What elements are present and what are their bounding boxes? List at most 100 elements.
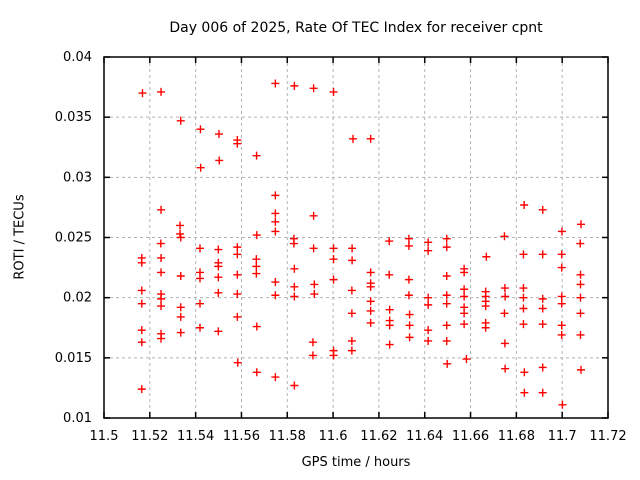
data-point-marker [347, 346, 356, 355]
data-point-marker [195, 274, 204, 283]
x-tick-label: 11.68 [498, 429, 535, 444]
data-point-marker [176, 233, 185, 242]
data-point-marker [404, 275, 413, 284]
y-tick-label: 0.015 [55, 351, 92, 366]
data-point-marker [233, 312, 242, 321]
data-point-marker [424, 336, 433, 345]
data-point-marker [271, 217, 280, 226]
data-point-marker [252, 231, 261, 240]
data-point-marker [538, 294, 547, 303]
data-point-marker [519, 304, 528, 313]
data-point-marker [405, 321, 414, 330]
data-point-marker [215, 156, 224, 165]
data-point-marker [366, 306, 375, 315]
data-point-marker [405, 333, 414, 342]
data-point-marker [576, 365, 585, 374]
data-point-marker [576, 309, 585, 318]
y-tick-label: 0.035 [55, 110, 92, 125]
data-point-marker [271, 191, 280, 200]
x-tick-label: 11.58 [269, 429, 306, 444]
data-point-marker [520, 201, 529, 210]
data-point-marker [404, 241, 413, 250]
data-point-marker [460, 320, 469, 329]
data-point-marker [271, 227, 280, 236]
data-point-marker [290, 292, 299, 301]
data-point-marker [157, 294, 166, 303]
data-point-marker [348, 244, 357, 253]
data-point-marker [252, 255, 261, 264]
data-point-marker [405, 310, 414, 319]
data-point-marker [385, 340, 394, 349]
x-tick-label: 11.66 [452, 429, 489, 444]
data-point-marker [538, 205, 547, 214]
data-point-marker [500, 232, 509, 241]
data-point-marker [196, 125, 205, 134]
data-point-marker [308, 351, 317, 360]
data-point-marker [366, 318, 375, 327]
data-point-marker [424, 300, 433, 309]
data-point-marker [366, 134, 375, 143]
data-point-marker [329, 275, 338, 284]
x-tick-label: 11.62 [360, 429, 397, 444]
data-point-marker [519, 284, 528, 293]
data-point-marker [366, 297, 375, 306]
data-point-marker [442, 234, 451, 243]
y-tick-label: 0.02 [63, 291, 92, 306]
data-point-marker [196, 163, 205, 172]
data-point-marker [348, 256, 357, 265]
data-point-marker [329, 351, 338, 360]
data-point-marker [557, 292, 566, 301]
data-point-marker [538, 388, 547, 397]
data-point-marker [538, 320, 547, 329]
data-point-marker [157, 268, 166, 277]
data-point-marker [252, 368, 261, 377]
data-point-marker [271, 79, 280, 88]
data-point-marker [481, 302, 490, 311]
data-point-marker [176, 328, 185, 337]
data-point-marker [442, 243, 451, 252]
data-point-marker [576, 220, 585, 229]
x-tick-label: 11.6 [319, 429, 348, 444]
data-point-marker [404, 291, 413, 300]
data-point-marker [157, 253, 166, 262]
data-point-marker [195, 244, 204, 253]
data-point-marker [347, 286, 356, 295]
data-point-marker [157, 87, 166, 96]
data-point-marker [156, 239, 165, 248]
data-point-marker [176, 312, 185, 321]
data-point-marker [252, 262, 261, 271]
data-point-marker [557, 227, 566, 236]
data-point-marker [519, 320, 528, 329]
data-point-marker [385, 305, 394, 314]
data-point-marker [252, 322, 261, 331]
x-tick-label: 11.52 [131, 429, 168, 444]
data-point-marker [442, 299, 451, 308]
data-point-marker [557, 250, 566, 259]
data-point-marker [214, 327, 223, 336]
data-point-marker [538, 363, 547, 372]
data-point-marker [329, 244, 338, 253]
x-tick-label: 11.54 [177, 429, 214, 444]
data-point-marker [501, 292, 510, 301]
data-point-marker [176, 116, 185, 125]
data-point-marker [271, 209, 280, 218]
data-point-marker [385, 321, 394, 330]
data-point-marker [271, 278, 280, 287]
data-point-marker [214, 245, 223, 254]
y-axis-label: ROTI / TECUs [12, 194, 28, 280]
data-point-marker [252, 151, 261, 160]
data-point-marker [576, 270, 585, 279]
data-point-marker [557, 263, 566, 272]
data-point-marker [271, 373, 280, 382]
data-point-marker [576, 330, 585, 339]
data-point-marker [329, 87, 338, 96]
data-point-marker [385, 237, 394, 246]
data-point-marker [290, 81, 299, 90]
data-point-marker [157, 205, 166, 214]
data-point-marker [347, 336, 356, 345]
data-point-marker [137, 326, 146, 335]
data-point-marker [460, 292, 469, 301]
data-point-marker [138, 89, 147, 98]
data-point-marker [233, 139, 242, 148]
data-point-marker [233, 250, 242, 259]
